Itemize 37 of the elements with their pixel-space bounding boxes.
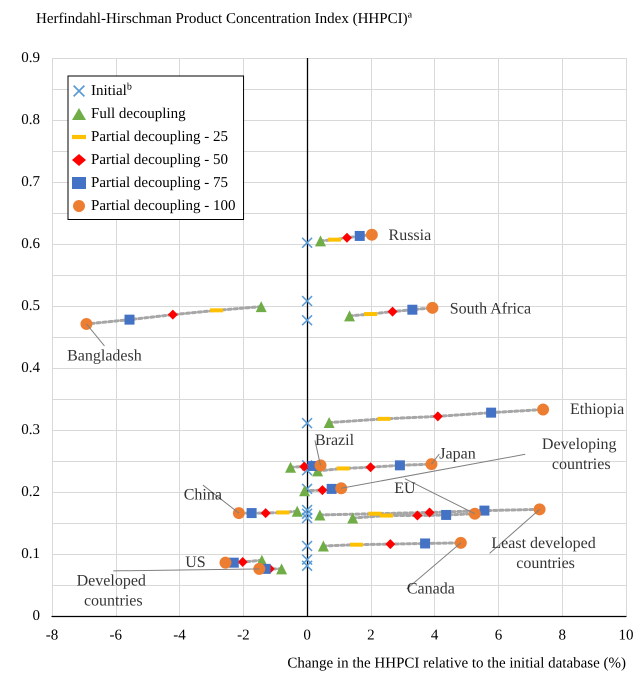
y-tick-label: 0.1 [21,546,40,562]
legend-label: Partial decoupling - 25 [91,129,228,145]
legend-label: Partial decoupling - 75 [91,175,228,191]
annotation: Developed countries [76,572,150,610]
annotation: EU [394,480,416,498]
legend-label: Partial decoupling - 50 [91,152,228,168]
x-tick-label: 2 [367,628,375,644]
annotation: Russia [388,227,432,244]
annotation: Canada [406,580,455,598]
x-tick-label: 0 [303,628,311,644]
y-tick-label: 0 [32,608,40,624]
y-tick-label: 0.2 [21,484,40,500]
annotation: Japan [439,446,476,463]
x-tick-label: -6 [110,628,123,644]
y-tick-label: 0.9 [21,50,40,66]
y-tick-label: 0.3 [21,422,40,438]
x-tick-label: 4 [430,628,439,644]
x-tick-label: 8 [558,628,566,644]
x-axis-title: Change in the HHPCI relative to the initial database (%) [287,656,626,672]
x-tick-label: -2 [237,628,250,644]
x-tick-label: -8 [46,628,58,644]
y-tick-label: 0.8 [21,112,40,128]
annotation: US [185,554,206,572]
y-tick-label: 0.7 [21,174,40,190]
legend-label: Full decoupling [91,106,186,122]
annotation: Ethiopia [570,401,624,418]
legend-label: Partial decoupling - 100 [91,198,236,214]
annotation: Bangladesh [67,347,142,364]
x-tick-label: -4 [173,628,186,644]
x-tick-label: 6 [494,628,503,644]
annotation: Brazil [314,432,355,449]
y-tick-label: 0.5 [21,298,40,314]
annotation: Developing countries [542,436,621,473]
y-tick-label: 0.6 [21,236,40,252]
y-tick-label: 0.4 [21,360,40,376]
x-tick-label: 10 [618,628,634,644]
annotation: South Africa [450,300,532,318]
